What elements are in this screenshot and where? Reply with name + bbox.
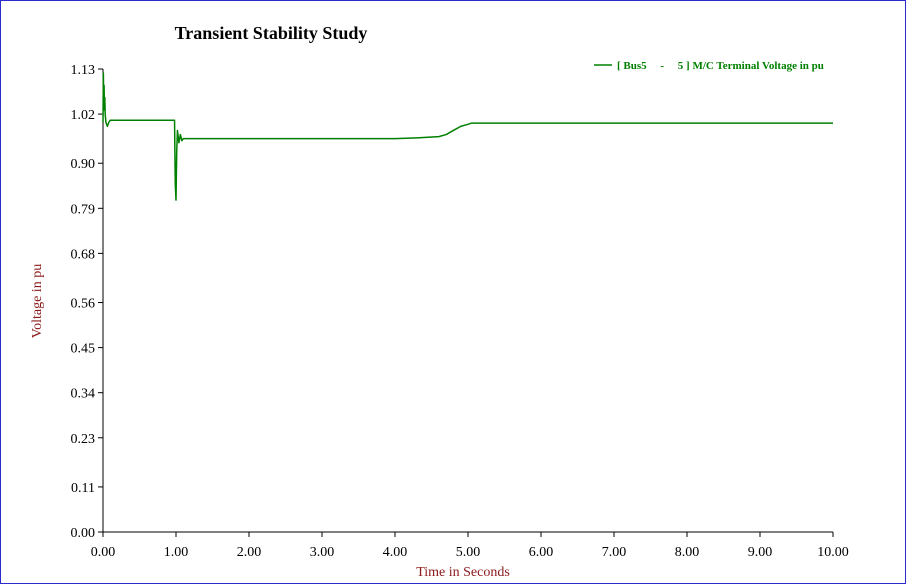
- series-line: [102, 72, 833, 201]
- x-tick-label: 4.00: [383, 545, 408, 560]
- x-tick-label: 7.00: [602, 545, 627, 560]
- x-tick-label: 8.00: [675, 545, 700, 560]
- x-axis-label: Time in Seconds: [416, 565, 510, 580]
- y-tick-label: 0.11: [71, 481, 95, 496]
- x-tick-label: 0.00: [91, 545, 116, 560]
- y-tick-label: 0.45: [71, 342, 96, 357]
- y-tick-label: 0.23: [71, 432, 96, 447]
- x-tick-label: 3.00: [310, 545, 335, 560]
- y-tick-label: 0.34: [71, 387, 96, 402]
- y-axis-label: Voltage in pu: [30, 264, 45, 338]
- y-tick-label: 0.90: [71, 157, 96, 172]
- y-tick-label: 1.02: [71, 108, 96, 123]
- x-tick-label: 6.00: [529, 545, 554, 560]
- legend-label: [ Bus5 - 5 ] M/C Terminal Voltage in pu: [617, 60, 824, 72]
- y-tick-label: 0.00: [71, 526, 96, 541]
- x-tick-label: 5.00: [456, 545, 481, 560]
- y-tick-label: 0.79: [71, 202, 96, 217]
- x-tick-label: 1.00: [164, 545, 189, 560]
- x-tick-label: 2.00: [237, 545, 262, 560]
- y-tick-label: 0.56: [71, 297, 96, 312]
- chart-title: Transient Stability Study: [175, 23, 368, 43]
- x-ticks: 0.00 1.00 2.00 3.00 4.00 5.00 6.00 7.00 8.00 9.00…: [91, 532, 849, 560]
- legend: [ Bus5 - 5 ] M/C Terminal Voltage in pu: [594, 60, 824, 72]
- y-ticks: 0.00 0.11 0.23 0.34 0.45 0.56 0.68 0.79 0.90 1.02…: [71, 63, 103, 541]
- x-tick-label: 10.00: [817, 545, 849, 560]
- y-tick-label: 1.13: [71, 63, 96, 78]
- series-group: [102, 72, 833, 201]
- x-tick-label: 9.00: [748, 545, 773, 560]
- y-tick-label: 0.68: [71, 247, 96, 262]
